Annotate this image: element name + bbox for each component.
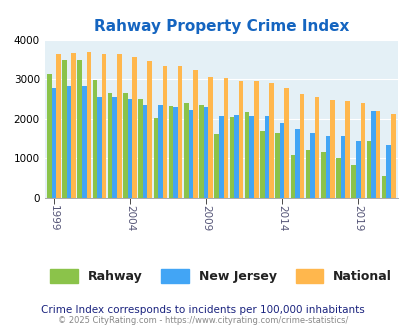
Bar — [82, 86, 86, 198]
Bar — [238, 81, 243, 198]
Bar — [158, 105, 162, 198]
Bar — [279, 123, 284, 198]
Bar — [218, 116, 223, 198]
Bar — [92, 80, 97, 198]
Bar — [229, 117, 234, 198]
Bar — [214, 134, 218, 198]
Text: © 2025 CityRating.com - https://www.cityrating.com/crime-statistics/: © 2025 CityRating.com - https://www.city… — [58, 316, 347, 325]
Bar — [153, 118, 158, 198]
Bar — [351, 165, 355, 198]
Bar — [249, 116, 254, 198]
Bar — [386, 145, 390, 198]
Bar — [355, 141, 360, 198]
Bar — [162, 66, 167, 198]
Bar — [173, 107, 177, 198]
Bar — [123, 93, 127, 198]
Bar — [102, 54, 106, 198]
Bar — [320, 152, 325, 198]
Bar — [188, 110, 193, 198]
Bar — [168, 106, 173, 198]
Bar — [390, 115, 394, 198]
Bar — [375, 111, 379, 198]
Bar — [290, 155, 294, 198]
Bar — [199, 105, 203, 198]
Bar — [370, 111, 375, 198]
Bar — [66, 85, 71, 198]
Bar — [108, 93, 112, 198]
Text: Crime Index corresponds to incidents per 100,000 inhabitants: Crime Index corresponds to incidents per… — [41, 305, 364, 315]
Bar — [325, 136, 329, 198]
Bar — [269, 83, 273, 198]
Bar — [299, 94, 303, 198]
Title: Rahway Property Crime Index: Rahway Property Crime Index — [93, 19, 348, 34]
Bar — [47, 74, 51, 198]
Bar — [138, 99, 143, 198]
Bar — [305, 150, 309, 198]
Bar — [86, 52, 91, 198]
Bar — [309, 133, 314, 198]
Bar — [254, 81, 258, 198]
Bar — [345, 101, 349, 198]
Bar — [234, 115, 238, 198]
Bar — [97, 97, 102, 198]
Bar — [314, 97, 319, 198]
Bar — [335, 158, 340, 198]
Bar — [260, 131, 264, 198]
Bar — [117, 54, 121, 198]
Bar — [183, 103, 188, 198]
Bar — [62, 60, 66, 198]
Bar — [177, 66, 182, 198]
Bar — [244, 112, 249, 198]
Bar — [143, 105, 147, 198]
Bar — [360, 103, 364, 198]
Bar — [223, 78, 228, 198]
Bar — [208, 77, 212, 198]
Bar — [132, 57, 136, 198]
Bar — [147, 61, 151, 198]
Bar — [127, 99, 132, 198]
Bar — [71, 53, 76, 198]
Bar — [51, 88, 56, 198]
Bar — [264, 116, 269, 198]
Bar — [284, 88, 288, 198]
Bar — [294, 129, 299, 198]
Bar — [112, 97, 117, 198]
Bar — [329, 100, 334, 198]
Bar — [193, 70, 197, 198]
Bar — [275, 133, 279, 198]
Bar — [340, 136, 345, 198]
Bar — [366, 141, 370, 198]
Bar — [203, 107, 208, 198]
Bar — [56, 54, 60, 198]
Bar — [381, 176, 386, 198]
Bar — [77, 60, 82, 198]
Legend: Rahway, New Jersey, National: Rahway, New Jersey, National — [45, 264, 396, 288]
